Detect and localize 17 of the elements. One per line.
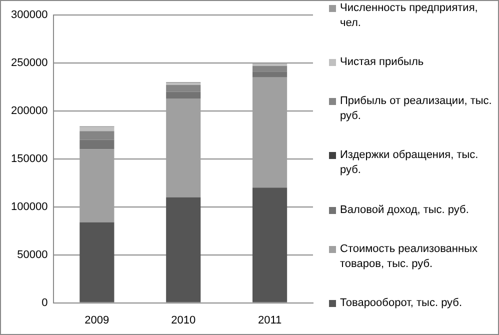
legend-label: Товарооборот, тыс. руб.	[340, 296, 462, 311]
legend-label: Стоимость реализованных товаров, тыс. руб.	[340, 242, 478, 272]
y-tick-label: 250000	[10, 57, 48, 69]
y-tick-label: 300000	[10, 9, 48, 22]
x-tick-label: 2009	[84, 314, 110, 326]
legend-label: Численность предприятия, чел.	[340, 1, 479, 31]
x-tick-label: 2010	[171, 314, 196, 326]
y-tick-label: 0	[42, 296, 48, 309]
legend-label: Чистая прибыль	[340, 55, 424, 70]
legend-label: Валовой доход, тыс. руб.	[340, 202, 469, 218]
y-tick-label: 150000	[10, 152, 48, 165]
legend-label: Издержки обращения, тыс. руб.	[340, 148, 480, 178]
y-tick-label: 100000	[10, 200, 48, 213]
legend-label: Прибыль от реализации, тыс. руб.	[340, 94, 493, 124]
y-tick-label: 50000	[17, 248, 48, 261]
y-tick-label: 200000	[10, 104, 48, 117]
x-tick-label: 2011	[258, 314, 282, 326]
